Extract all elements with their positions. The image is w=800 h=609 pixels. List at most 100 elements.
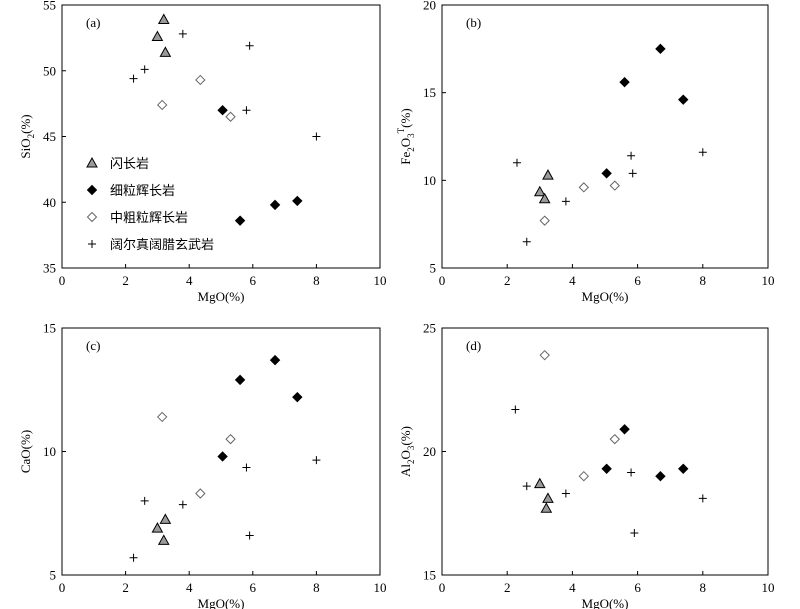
x-tick-label: 2: [122, 273, 129, 288]
data-point: [156, 99, 168, 111]
data-point: [157, 534, 170, 545]
panel-label: (d): [466, 338, 481, 353]
data-point: [159, 46, 172, 57]
data-point: [292, 195, 303, 207]
data-point: [195, 74, 206, 86]
legend-label: 阔尔真阔腊玄武岩: [110, 238, 214, 253]
x-tick-label: 6: [250, 580, 257, 595]
data-point: [698, 148, 707, 157]
data-point: [539, 215, 550, 226]
data-point: [159, 513, 172, 524]
y-axis-title: Fe2O3T(%): [396, 108, 416, 164]
data-point: [234, 215, 246, 226]
y-tick-label: 35: [43, 261, 56, 276]
panel-label: (a): [86, 15, 100, 30]
data-point: [511, 405, 520, 414]
y-tick-label: 15: [43, 321, 56, 336]
x-tick-label: 10: [374, 273, 387, 288]
data-point: [578, 182, 590, 193]
data-point: [601, 168, 612, 179]
plot-frame: [61, 327, 381, 576]
x-tick-label: 4: [186, 580, 193, 595]
y-tick-label: 15: [423, 85, 436, 100]
panel-label: (b): [466, 15, 481, 30]
data-point: [140, 496, 149, 505]
data-point: [539, 349, 550, 361]
data-point: [151, 30, 164, 42]
data-point: [217, 451, 228, 462]
y-tick-label: 20: [423, 0, 436, 13]
data-point: [225, 111, 236, 122]
data-point: [540, 502, 553, 513]
data-point: [578, 470, 590, 482]
data-point: [619, 424, 630, 435]
data-point: [217, 104, 228, 116]
data-point: [627, 468, 636, 477]
data-point: [292, 391, 303, 403]
data-point: [269, 354, 281, 366]
plot-frame: [61, 4, 381, 269]
data-point: [312, 456, 321, 465]
x-axis-title: MgO(%): [582, 596, 629, 609]
data-point: [522, 237, 531, 246]
chart-panel-1: 0 2 4 6 8 10 5 10 15 20 MgO(%) Fe2O3T(%) (b): [396, 0, 775, 304]
y-tick-label: 10: [423, 173, 436, 188]
x-tick-label: 4: [186, 273, 193, 288]
y-tick-label: 50: [43, 63, 56, 78]
x-tick-label: 10: [762, 580, 775, 595]
data-point: [561, 197, 570, 206]
x-tick-label: 10: [374, 580, 387, 595]
y-axis-title: Al2O3(%): [398, 426, 416, 477]
panel-label: (c): [86, 338, 100, 353]
data-point: [538, 192, 551, 204]
legend-label: 细粒辉长岩: [110, 184, 175, 199]
data-point: [628, 169, 637, 178]
data-point: [627, 151, 636, 160]
data-point: [533, 477, 546, 489]
data-point: [245, 531, 254, 540]
y-tick-label: 25: [423, 321, 436, 336]
x-axis-title: MgO(%): [198, 289, 245, 304]
legend-marker: [88, 240, 96, 248]
data-point: [156, 411, 168, 423]
data-point: [225, 433, 236, 445]
plot-frame: [441, 327, 769, 576]
x-tick-label: 2: [504, 580, 511, 595]
x-axis-title: MgO(%): [198, 596, 245, 609]
data-point: [140, 65, 149, 74]
y-tick-label: 5: [430, 261, 437, 276]
data-point: [609, 433, 620, 445]
data-point: [678, 463, 689, 474]
y-tick-label: 10: [43, 444, 56, 459]
data-point: [678, 94, 689, 105]
data-point: [269, 199, 281, 211]
chart-panel-3: 0 2 4 6 8 10 15 20 25 MgO(%) Al2O3(%) (d): [398, 321, 775, 609]
chart-panel-2: 0 2 4 6 8 10 5 10 15 MgO(%) CaO(%) (c): [18, 321, 387, 609]
plot-frame: [441, 4, 769, 269]
x-tick-label: 8: [313, 580, 320, 595]
data-point: [234, 374, 246, 386]
data-point: [242, 463, 251, 472]
legend-marker: [86, 156, 98, 168]
data-point: [609, 180, 620, 191]
data-point: [630, 529, 639, 538]
data-point: [195, 488, 206, 499]
data-point: [312, 132, 321, 141]
x-tick-label: 2: [122, 580, 129, 595]
x-tick-label: 0: [439, 580, 446, 595]
data-point: [619, 76, 630, 88]
x-tick-label: 8: [313, 273, 320, 288]
x-tick-label: 6: [634, 273, 641, 288]
chart-panel-0: 0 2 4 6 8 10 35 40 45 50 55 MgO(%) SiO2(%) (a) 闪长岩细粒辉长…: [18, 0, 387, 304]
y-tick-label: 20: [423, 444, 436, 459]
data-point: [178, 29, 187, 38]
x-tick-label: 10: [762, 273, 775, 288]
data-point: [129, 553, 138, 562]
data-point: [542, 492, 554, 503]
y-tick-label: 45: [43, 129, 56, 144]
legend-marker: [86, 184, 98, 196]
y-tick-label: 15: [423, 568, 436, 583]
x-tick-label: 4: [569, 580, 576, 595]
